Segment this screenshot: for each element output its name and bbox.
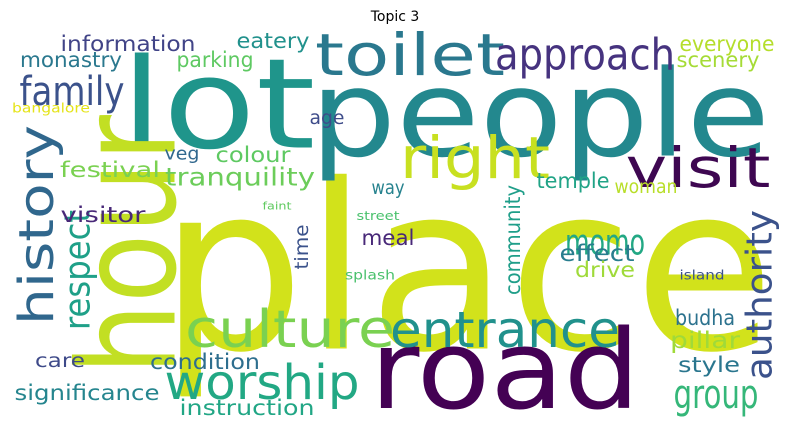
word: visit xyxy=(626,136,771,200)
word: respect xyxy=(58,210,99,330)
word: scenery xyxy=(677,48,760,72)
word: bangalore xyxy=(12,102,90,117)
word: history xyxy=(9,125,65,325)
word: right xyxy=(400,124,550,192)
word: meal xyxy=(362,226,415,250)
word: style xyxy=(678,353,740,377)
word: everyone xyxy=(680,32,775,56)
word: tranquility xyxy=(165,163,315,192)
word: place xyxy=(160,137,775,404)
word: momo xyxy=(565,223,645,264)
word: drive xyxy=(575,258,635,282)
word: monastry xyxy=(20,48,122,72)
word: festival xyxy=(60,158,160,182)
word: island xyxy=(680,269,725,284)
word: group xyxy=(674,372,759,418)
chart-title: Topic 3 xyxy=(370,9,420,25)
word: splash xyxy=(345,269,395,284)
word: budha xyxy=(675,306,735,330)
word: visitor xyxy=(61,203,146,227)
word: people xyxy=(310,46,770,185)
word: parking xyxy=(177,48,254,72)
word: street xyxy=(357,209,400,223)
word: colour xyxy=(216,143,291,167)
word: faint xyxy=(263,200,293,213)
word: lot xyxy=(121,33,316,178)
word: way xyxy=(372,177,405,199)
word: condition xyxy=(150,350,260,374)
word: information xyxy=(61,32,196,56)
word: time xyxy=(291,225,313,270)
word: veg xyxy=(165,144,200,165)
word: instruction xyxy=(180,396,315,420)
word: family xyxy=(20,69,125,115)
word: care xyxy=(35,350,85,372)
word: eatery xyxy=(237,29,310,53)
word: approach xyxy=(495,30,675,81)
word: woman xyxy=(615,176,678,198)
word: community xyxy=(501,185,525,295)
word: worship xyxy=(165,355,360,411)
word: culture xyxy=(185,300,395,360)
word: effect xyxy=(560,241,635,267)
word: pillar xyxy=(670,328,741,354)
word: hour xyxy=(50,115,207,375)
word: toilet xyxy=(315,21,505,89)
word: entrance xyxy=(390,301,620,359)
word: authority xyxy=(740,210,781,380)
word: road xyxy=(370,306,640,427)
word: significance xyxy=(15,381,160,405)
word: age xyxy=(310,107,345,129)
word: temple xyxy=(537,169,610,193)
